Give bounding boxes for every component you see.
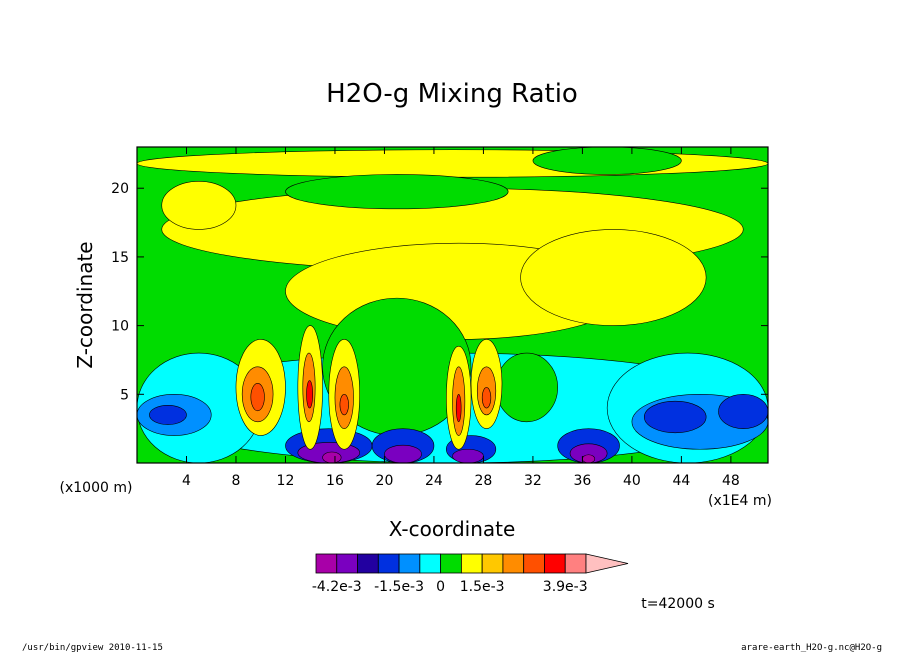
colorbar-swatch [502, 553, 525, 574]
y-axis: 5 10 15 20 [111, 181, 768, 403]
contour-region [520, 229, 707, 326]
contour-region [322, 451, 342, 463]
x-tick-label: 36 [573, 473, 591, 489]
x-tick-label: 16 [326, 473, 344, 489]
contour-region [495, 352, 558, 423]
x-tick-label: 28 [475, 473, 493, 489]
colorbar-swatch [564, 553, 587, 574]
contour-region [384, 444, 422, 463]
contour-field [137, 147, 768, 463]
contour-region [339, 394, 349, 416]
colorbar-swatch [419, 553, 442, 574]
plot-frame [136, 146, 769, 464]
y-tick-label: 20 [111, 181, 129, 197]
contour-region [149, 404, 187, 425]
x-tick-label: 44 [672, 473, 690, 489]
colorbar-swatch [377, 553, 400, 574]
contour-region [285, 174, 509, 210]
contour-region [481, 387, 492, 409]
x-tick-label: 24 [425, 473, 443, 489]
colorbar-swatch [481, 553, 504, 574]
z-units-label: (x1000 m) [60, 480, 133, 496]
contour-region [250, 383, 265, 412]
colorbar [315, 553, 629, 574]
colorbar-tick-label: 3.9e-3 [543, 579, 588, 595]
colorbar-tick-label: 1.5e-3 [460, 579, 505, 595]
contour-region [306, 380, 313, 409]
footer-left: /usr/bin/gpview 2010-11-15 [22, 643, 163, 653]
colorbar-tick-label: -1.5e-3 [374, 579, 424, 595]
colorbar-swatch [315, 553, 338, 574]
x-tick-label: 4 [182, 473, 191, 489]
contour-region [161, 181, 237, 230]
colorbar-labels: -4.2e-3 -1.5e-3 0 1.5e-3 3.9e-3 [312, 579, 588, 595]
colorbar-tick-label: -4.2e-3 [312, 579, 362, 595]
x-tick-label: 40 [623, 473, 641, 489]
contour-region [582, 454, 596, 463]
contour-region [718, 394, 768, 429]
footer-right: arare-earth_H2O-g.nc@H2O-g [741, 643, 882, 653]
colorbar-arrow [585, 553, 629, 574]
contour-region [532, 147, 682, 175]
colorbar-swatch [460, 553, 483, 574]
x-tick-label: 12 [277, 473, 295, 489]
colorbar-swatch [398, 553, 421, 574]
colorbar-swatch [440, 553, 462, 574]
colorbar-swatch [544, 553, 566, 574]
time-label: t=42000 s [641, 596, 715, 612]
contour-region [643, 400, 707, 434]
y-tick-label: 5 [120, 387, 129, 403]
colorbar-swatch [357, 553, 379, 574]
x-tick-label: 48 [722, 473, 740, 489]
chart-title: H2O-g Mixing Ratio [326, 79, 578, 109]
contour-region [452, 448, 484, 463]
contour-region [455, 394, 462, 423]
x-tick-label: 20 [376, 473, 394, 489]
colorbar-swatch [523, 553, 545, 574]
y-tick-label: 10 [111, 319, 129, 335]
colorbar-tick-label: 0 [436, 579, 445, 595]
x-units-label: (x1E4 m) [708, 493, 772, 509]
x-tick-label: 32 [524, 473, 542, 489]
y-axis-label: Z-coordinate [73, 241, 97, 368]
x-axis: 4 8 12 16 20 24 28 32 36 40 44 48 [182, 147, 740, 489]
colorbar-swatch [336, 553, 358, 574]
x-tick-label: 8 [232, 473, 241, 489]
x-axis-label: X-coordinate [389, 517, 516, 541]
y-tick-label: 15 [111, 250, 129, 266]
